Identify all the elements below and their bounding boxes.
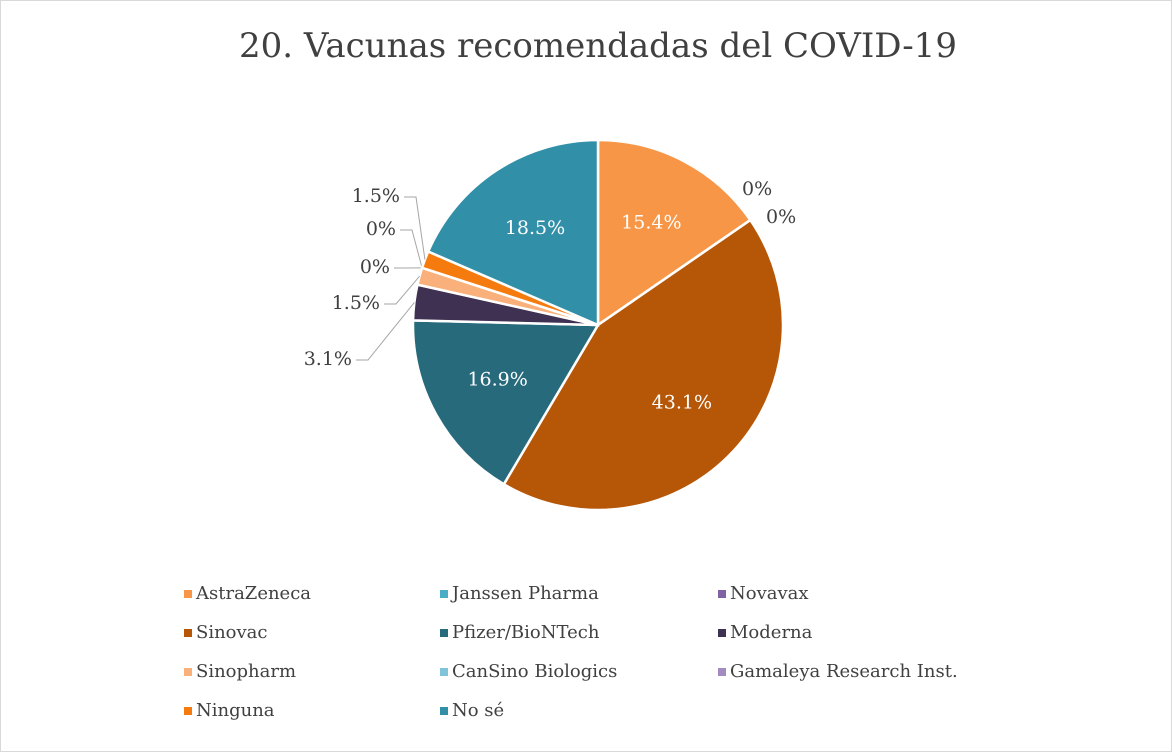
pie-slice — [502, 218, 785, 512]
legend-swatch — [718, 629, 726, 637]
leader-line — [356, 302, 415, 361]
legend-label: CanSino Biologics — [452, 661, 617, 682]
chart-title: 20. Vacunas recomendadas del COVID-19 — [239, 26, 957, 66]
legend-label: Moderna — [730, 622, 813, 643]
legend-label: Novavax — [730, 583, 809, 604]
data-label: 0% — [366, 218, 396, 240]
data-label: 0% — [766, 206, 796, 228]
legend-swatch — [184, 590, 192, 598]
data-label: 3.1% — [304, 348, 352, 370]
legend-swatch — [440, 590, 448, 598]
legend-swatch — [440, 668, 448, 676]
legend-swatch — [718, 668, 726, 676]
data-label: 18.5% — [505, 217, 565, 239]
legend-label: No sé — [452, 700, 504, 721]
legend-swatch — [718, 590, 726, 598]
legend-label: Janssen Pharma — [450, 583, 599, 604]
legend-swatch — [440, 629, 448, 637]
pie-slice — [411, 319, 601, 486]
pie-slice — [596, 138, 753, 328]
leader-line — [400, 229, 423, 268]
legend-label: Pfizer/BioNTech — [452, 622, 600, 643]
legend-swatch — [440, 707, 448, 715]
legend-label: Ninguna — [196, 700, 275, 721]
legend-swatch — [184, 668, 192, 676]
legend-label: AstraZeneca — [195, 583, 311, 604]
data-label: 1.5% — [332, 292, 380, 314]
leader-line — [404, 196, 426, 260]
legend-label: Gamaleya Research Inst. — [730, 661, 958, 682]
leader-line — [384, 275, 420, 305]
data-label: 15.4% — [621, 211, 681, 233]
legend-label: Sinopharm — [196, 661, 296, 682]
legend-swatch — [184, 707, 192, 715]
legend-swatch — [184, 629, 192, 637]
data-label: 43.1% — [652, 391, 712, 413]
data-label: 1.5% — [352, 185, 400, 207]
pie-slice — [426, 138, 600, 327]
legend-label: Sinovac — [196, 622, 268, 643]
data-label: 0% — [742, 178, 772, 200]
data-label: 0% — [360, 256, 390, 278]
data-label: 16.9% — [467, 369, 527, 391]
